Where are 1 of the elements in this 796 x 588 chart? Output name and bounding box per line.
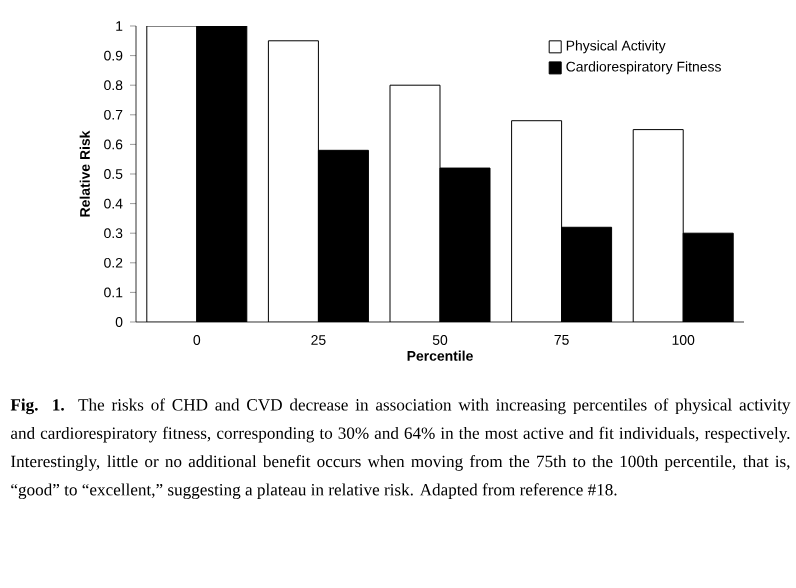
text: Fig. 1. The risks of CHD and CVD decrease in association with increasing percentiles of physical activity and cardiorespiratory fitness, corresponding to 30% and 64% in the most active and fit individuals, respectively. Interestingly, little or no additional benefit occurs when moving from the 75th to the 100th percentile, that is, “good” to “excellent,” suggesting a plateau in relative risk. Adapted from reference #18. <box>10 398 791 500</box>
